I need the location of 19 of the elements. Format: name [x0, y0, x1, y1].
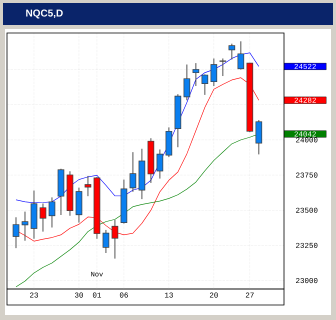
candlestick: [156, 149, 164, 180]
candlestick: [210, 58, 218, 86]
chart-title: NQC5,D: [26, 10, 63, 18]
candlestick: [22, 211, 28, 242]
candlestick: [48, 196, 56, 228]
candlestick: [184, 64, 190, 101]
candlestick: [130, 152, 136, 192]
candlestick: [12, 216, 20, 249]
candlestick: [238, 40, 244, 70]
candlestick: [84, 175, 92, 197]
candlestick: [220, 58, 226, 76]
candlestick: [40, 203, 46, 232]
candlestick: [166, 126, 172, 158]
candlestick: [202, 74, 208, 96]
candlestick: [76, 187, 82, 224]
candlestick: [256, 120, 262, 155]
candlestick: [192, 62, 200, 86]
candlestick: [228, 43, 236, 60]
candlestick: [102, 229, 110, 254]
